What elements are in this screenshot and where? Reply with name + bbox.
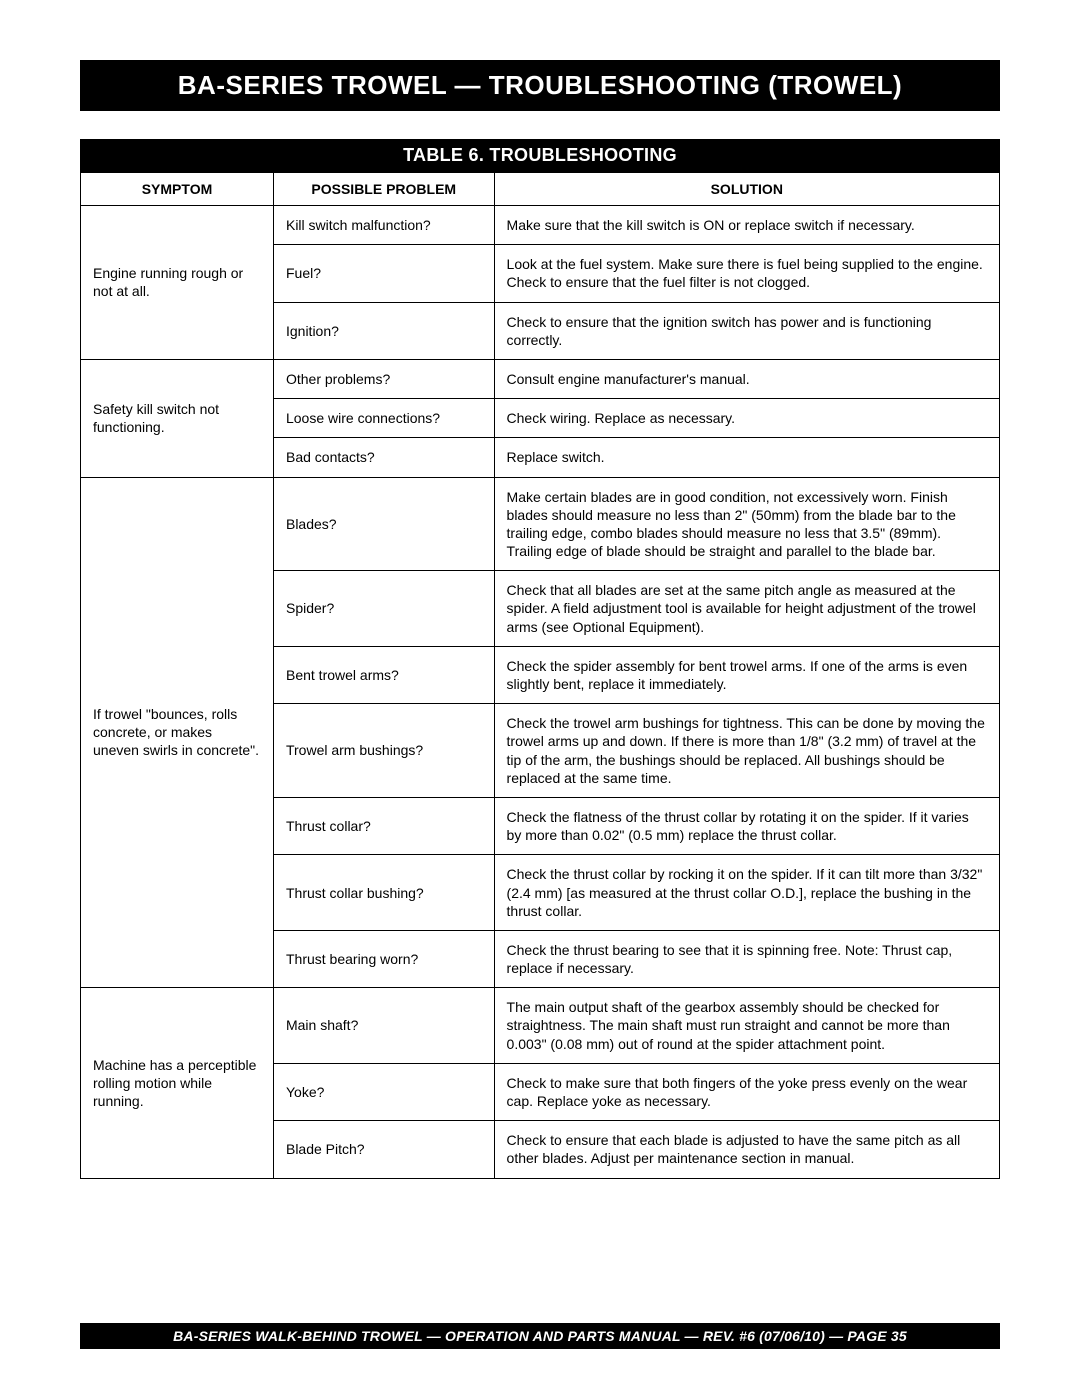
col-header-symptom: SYMPTOM	[81, 173, 274, 206]
problem-cell: Other problems?	[273, 359, 494, 398]
problem-cell: Thrust collar bushing?	[273, 855, 494, 931]
solution-cell: Replace switch.	[494, 438, 999, 477]
problem-cell: Fuel?	[273, 245, 494, 302]
page-header: BA-SERIES TROWEL — TROUBLESHOOTING (TROW…	[80, 60, 1000, 111]
problem-cell: Trowel arm bushings?	[273, 704, 494, 798]
problem-cell: Ignition?	[273, 302, 494, 359]
solution-cell: The main output shaft of the gearbox ass…	[494, 988, 999, 1064]
problem-cell: Blade Pitch?	[273, 1121, 494, 1178]
table-row: Safety kill switch not functioning.Other…	[81, 359, 1000, 398]
table-row: Engine running rough or not at all.Kill …	[81, 206, 1000, 245]
table-caption: TABLE 6. TROUBLESHOOTING	[80, 139, 1000, 172]
table-row: Machine has a perceptible rolling motion…	[81, 988, 1000, 1064]
problem-cell: Bad contacts?	[273, 438, 494, 477]
solution-cell: Check to ensure that the ignition switch…	[494, 302, 999, 359]
solution-cell: Check the trowel arm bushings for tightn…	[494, 704, 999, 798]
symptom-cell: Safety kill switch not functioning.	[81, 359, 274, 477]
problem-cell: Spider?	[273, 571, 494, 647]
solution-cell: Make certain blades are in good conditio…	[494, 477, 999, 571]
solution-cell: Consult engine manufacturer's manual.	[494, 359, 999, 398]
problem-cell: Thrust bearing worn?	[273, 930, 494, 987]
problem-cell: Blades?	[273, 477, 494, 571]
col-header-solution: SOLUTION	[494, 173, 999, 206]
solution-cell: Check that all blades are set at the sam…	[494, 571, 999, 647]
problem-cell: Loose wire connections?	[273, 399, 494, 438]
solution-cell: Check the thrust bearing to see that it …	[494, 930, 999, 987]
solution-cell: Check to ensure that each blade is adjus…	[494, 1121, 999, 1178]
problem-cell: Yoke?	[273, 1063, 494, 1120]
table-header-row: SYMPTOM POSSIBLE PROBLEM SOLUTION	[81, 173, 1000, 206]
symptom-cell: Machine has a perceptible rolling motion…	[81, 988, 274, 1178]
solution-cell: Check the flatness of the thrust collar …	[494, 797, 999, 854]
problem-cell: Main shaft?	[273, 988, 494, 1064]
troubleshooting-table: SYMPTOM POSSIBLE PROBLEM SOLUTION Engine…	[80, 172, 1000, 1179]
col-header-problem: POSSIBLE PROBLEM	[273, 173, 494, 206]
page-footer: BA-SERIES WALK-BEHIND TROWEL — OPERATION…	[80, 1323, 1000, 1349]
solution-cell: Check wiring. Replace as necessary.	[494, 399, 999, 438]
symptom-cell: Engine running rough or not at all.	[81, 206, 274, 360]
solution-cell: Make sure that the kill switch is ON or …	[494, 206, 999, 245]
solution-cell: Check to make sure that both fingers of …	[494, 1063, 999, 1120]
solution-cell: Look at the fuel system. Make sure there…	[494, 245, 999, 302]
solution-cell: Check the spider assembly for bent trowe…	[494, 646, 999, 703]
solution-cell: Check the thrust collar by rocking it on…	[494, 855, 999, 931]
problem-cell: Bent trowel arms?	[273, 646, 494, 703]
problem-cell: Thrust collar?	[273, 797, 494, 854]
symptom-cell: If trowel "bounces, rolls concrete, or m…	[81, 477, 274, 988]
problem-cell: Kill switch malfunction?	[273, 206, 494, 245]
table-row: If trowel "bounces, rolls concrete, or m…	[81, 477, 1000, 571]
